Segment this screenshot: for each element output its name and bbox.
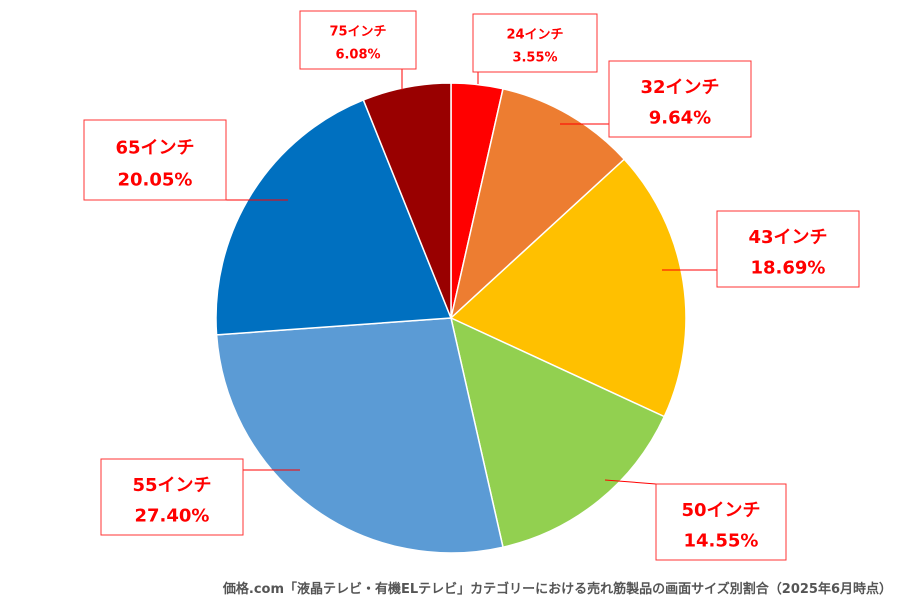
label-box [472, 13, 598, 73]
slice-percent-label: 18.69% [751, 257, 826, 278]
slice-percent-label: 20.05% [118, 170, 193, 191]
pie-slice-3 [449, 158, 687, 418]
slice-name-label: 65インチ [115, 138, 194, 159]
slice-percent-label: 14.55% [684, 530, 759, 551]
label-box [655, 483, 787, 561]
slice-label-1: 24インチ 3.55% [472, 13, 598, 84]
pie-slice-7 [362, 82, 452, 319]
slice-percent-label: 3.55% [512, 51, 557, 66]
slice-percent-label: 6.08% [335, 48, 380, 63]
slice-name-label: 75インチ [329, 24, 386, 39]
pie-slice-2 [449, 87, 626, 321]
label-box [83, 119, 227, 201]
slice-label-3: 43インチ 18.69% [662, 210, 860, 288]
label-box [608, 60, 752, 138]
slice-name-label: 32インチ [640, 77, 719, 98]
pie-slice-5 [215, 317, 504, 554]
slice-label-6: 65インチ 20.05% [83, 119, 288, 201]
leader-line [604, 479, 657, 485]
slice-label-7: 75インチ 6.08% [299, 10, 417, 90]
slice-label-4: 50インチ 14.55% [604, 479, 787, 561]
slice-name-label: 55インチ [132, 475, 211, 496]
label-box [100, 458, 244, 536]
pie-slice-6 [215, 98, 453, 336]
chart-caption: 価格.com「液晶テレビ・有機ELテレビ」カテゴリーにおける売れ筋製品の画面サイ… [222, 582, 892, 597]
slice-label-2: 32インチ 9.64% [560, 60, 752, 138]
slice-percent-label: 9.64% [649, 107, 711, 128]
slice-label-5: 55インチ 27.40% [100, 458, 300, 536]
slice-name-label: 24インチ [506, 27, 563, 42]
pie-slice-4 [449, 316, 666, 549]
label-box [716, 210, 860, 288]
label-box [299, 10, 417, 70]
slice-name-label: 50インチ [681, 500, 760, 521]
slice-name-label: 43インチ [748, 227, 827, 248]
slice-percent-label: 27.40% [135, 505, 210, 526]
